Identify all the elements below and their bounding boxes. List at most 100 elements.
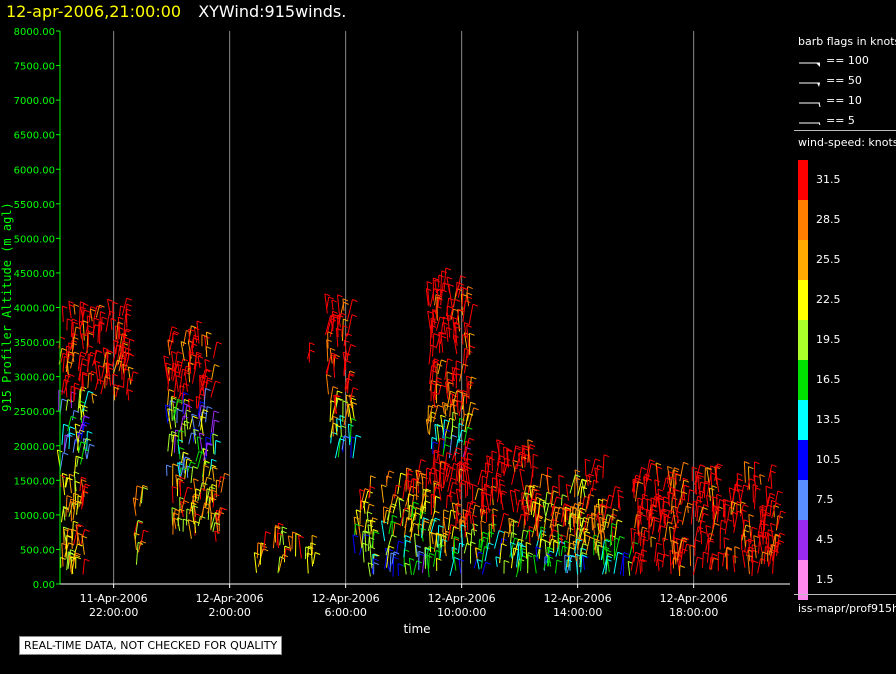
wind-barb [527, 552, 534, 574]
wind-barb [459, 482, 465, 500]
wind-barb [638, 505, 644, 525]
wind-barb [66, 551, 74, 571]
wind-barb [174, 370, 181, 392]
wind-barb [409, 522, 419, 543]
wind-barb [704, 467, 711, 481]
color-swatch-label: 22.5 [816, 293, 841, 306]
wind-barb [212, 433, 218, 454]
wind-barb [667, 476, 676, 488]
wind-barb [127, 366, 134, 385]
wind-barb [80, 415, 90, 429]
wind-barb [578, 511, 585, 527]
wind-barb [295, 533, 302, 557]
wind-barb [433, 377, 442, 400]
wind-barb [200, 502, 210, 521]
color-swatch [798, 480, 808, 520]
wind-barb [739, 504, 749, 517]
wind-barb [458, 462, 470, 483]
wind-barb [71, 342, 77, 363]
wind-barb [580, 486, 588, 498]
x-tick-time-label: 18:00:00 [669, 606, 718, 619]
wind-barb [385, 534, 397, 556]
wind-barb [444, 452, 453, 470]
wind-barb [577, 478, 588, 496]
wind-barb [102, 347, 109, 358]
wind-barb [366, 511, 373, 523]
wind-barb [373, 562, 379, 575]
wind-barb [730, 488, 740, 509]
wind-barb [298, 535, 304, 559]
wind-barb [324, 293, 331, 314]
wind-barb [173, 375, 182, 398]
wind-barb [190, 502, 197, 525]
wind-barb [467, 401, 476, 421]
wind-barb [81, 485, 89, 502]
wind-barb [443, 267, 452, 292]
color-swatch [798, 280, 808, 320]
wind-barb [679, 565, 685, 577]
wind-barb [708, 487, 715, 501]
color-swatch [798, 520, 808, 560]
wind-barb [324, 315, 336, 336]
wind-barb [424, 546, 431, 569]
wind-barb [591, 479, 599, 492]
wind-barb [214, 530, 221, 542]
wind-barb [652, 519, 660, 535]
wind-barb [73, 382, 80, 402]
wind-barb [176, 408, 183, 424]
wind-barb [701, 504, 709, 519]
wind-barb [726, 547, 733, 571]
wind-barb [99, 321, 105, 344]
color-swatch-label: 1.5 [816, 573, 834, 586]
wind-barb [768, 534, 774, 553]
wind-barb [211, 364, 220, 380]
x-tick-time-label: 2:00:00 [208, 606, 250, 619]
wind-barb [172, 400, 183, 420]
wind-barb [603, 514, 613, 531]
wind-barb [468, 303, 479, 326]
wind-barb [513, 538, 524, 556]
wind-barb [719, 527, 726, 550]
wind-barb [605, 549, 612, 573]
color-swatch [798, 200, 808, 240]
wind-barb [61, 423, 69, 445]
wind-barb [461, 334, 468, 345]
wind-barb [681, 505, 692, 525]
wind-barb [510, 541, 516, 559]
wind-barb [407, 469, 414, 490]
wind-barb [463, 426, 473, 446]
y-tick-label: 6500.00 [14, 131, 55, 142]
wind-barb [711, 553, 718, 570]
wind-barb [94, 379, 104, 391]
wind-barb [415, 544, 422, 558]
wind-barb [683, 543, 692, 555]
legend-divider [794, 130, 896, 131]
wind-barb [201, 334, 208, 347]
y-tick-label: 4500.00 [14, 269, 55, 280]
wind-barb [547, 555, 554, 567]
wind-barb [97, 321, 105, 343]
wind-barb [113, 386, 120, 401]
wind-barb [439, 467, 446, 491]
y-tick-label: 3500.00 [14, 338, 55, 349]
wind-barb [432, 404, 443, 423]
wind-barb [605, 494, 615, 509]
color-swatch-label: 31.5 [816, 173, 841, 186]
wind-barb [480, 504, 488, 517]
wind-barb [496, 474, 502, 494]
wind-barb [594, 505, 600, 529]
wind-barb [742, 519, 750, 537]
wind-barb [509, 532, 517, 543]
wind-barb [582, 555, 589, 570]
wind-barb [751, 560, 759, 577]
wind-barb [458, 275, 466, 288]
wind-barb [745, 546, 754, 557]
wind-barb [59, 398, 68, 416]
wind-barb [454, 322, 461, 346]
wind-barb [194, 520, 200, 534]
wind-barb [761, 504, 768, 517]
wind-barb [463, 347, 470, 365]
wind-barb [79, 309, 90, 330]
wind-barb [176, 517, 183, 531]
wind-barb [177, 462, 183, 477]
